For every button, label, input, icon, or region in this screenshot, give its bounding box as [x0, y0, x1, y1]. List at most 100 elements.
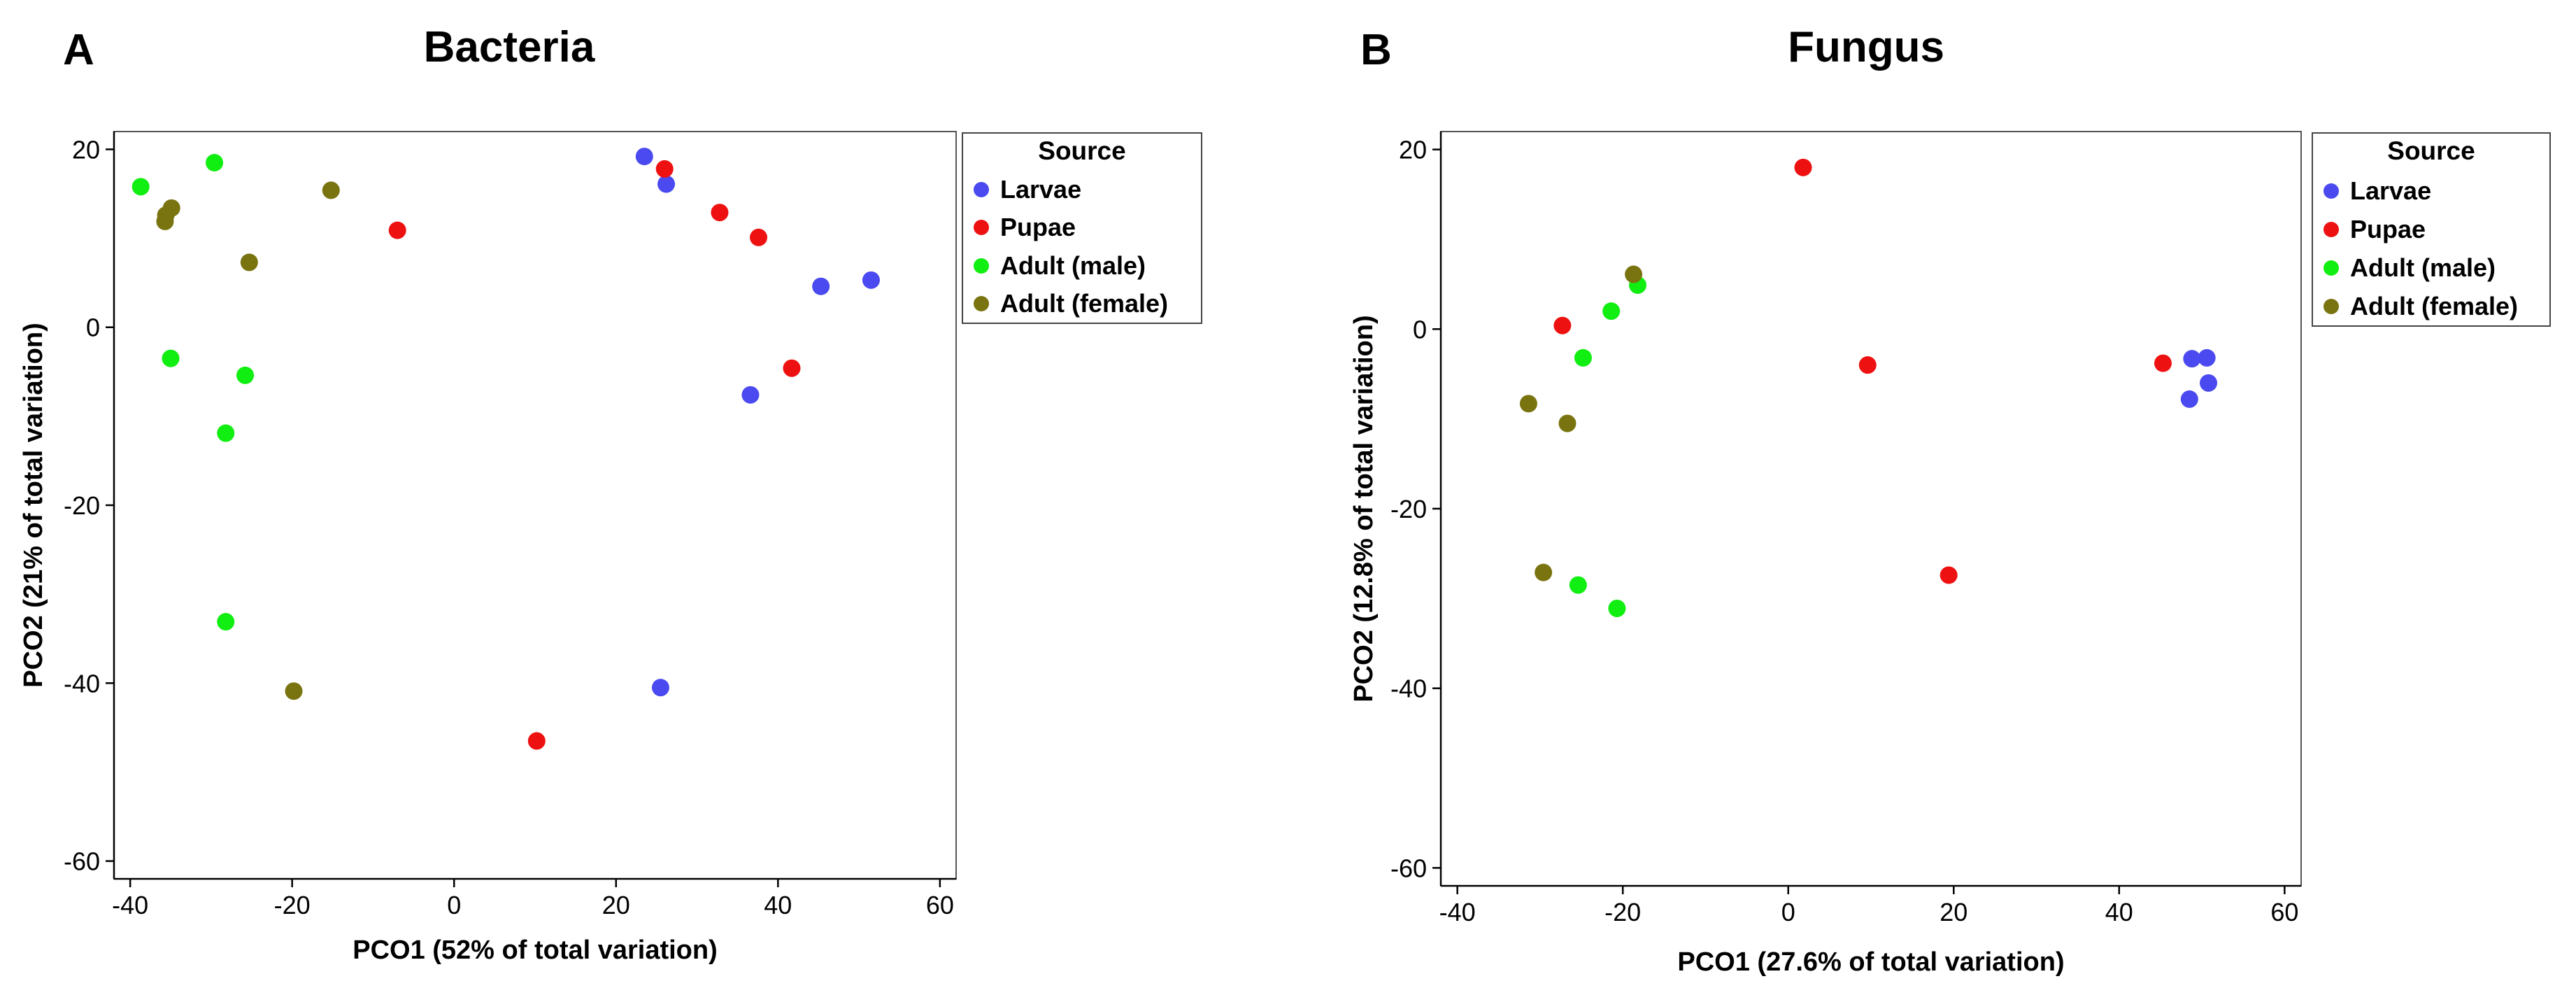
- point-adult-male: [206, 154, 224, 171]
- point-adult-male: [1574, 348, 1592, 367]
- point-larvae: [812, 277, 830, 295]
- legend-entry-pupae: Pupae: [974, 213, 1076, 241]
- legend-box: [962, 132, 1202, 324]
- y-tick-label: 0: [86, 313, 100, 342]
- point-adult-male: [217, 424, 235, 442]
- point-pupae: [388, 221, 406, 239]
- legend-entry-adult-female: Adult (female): [2324, 292, 2518, 320]
- data-points: [1519, 158, 2218, 617]
- point-adult-male: [236, 366, 255, 384]
- panel-fungus: B Fungus -40 -20 0 20 40 60 20 0 -20 -40 -60 PCO1…: [1349, 23, 2551, 977]
- point-larvae: [2200, 374, 2218, 392]
- x-tick-label: 40: [2105, 898, 2133, 926]
- point-larvae: [2180, 390, 2198, 408]
- legend-label-larvae: Larvae: [2350, 176, 2431, 205]
- point-adult-male: [1602, 302, 1621, 320]
- legend: Source Larvae Pupae Adult (male) Adult (…: [2312, 132, 2551, 327]
- plot-frame: [1440, 131, 2302, 887]
- legend-entry-adult-male: Adult (male): [2324, 253, 2496, 282]
- chart-title: Bacteria: [424, 23, 595, 71]
- point-adult-female: [162, 199, 180, 217]
- legend-label-pupae: Pupae: [2350, 215, 2426, 244]
- x-tick-label: 20: [602, 891, 630, 919]
- y-tick-label: -40: [1390, 675, 1427, 703]
- panel-bacteria: A Bacteria -40 -20 0 20 40 60 20 0 -20 -40 -60 PC…: [19, 23, 1202, 965]
- point-adult-male: [131, 178, 150, 196]
- x-tick-label: -20: [274, 891, 311, 919]
- plot-frame: [113, 131, 957, 880]
- point-adult-female: [240, 253, 258, 271]
- legend-label-adult-female: Adult (female): [1000, 289, 1168, 318]
- legend-label-adult-male: Adult (male): [2350, 253, 2496, 282]
- legend-marker-larvae: [2324, 183, 2339, 199]
- legend-entry-adult-male: Adult (male): [974, 251, 1146, 280]
- x-tick-label: 60: [926, 891, 954, 919]
- x-ticks: -40 -20 0 20 40 60: [112, 879, 954, 919]
- y-axis-label: PCO2 (12.8% of total variation): [1349, 315, 1379, 702]
- point-larvae: [2198, 348, 2216, 367]
- x-tick-label: -40: [112, 891, 148, 919]
- legend-marker-adult-male: [974, 258, 989, 274]
- x-tick-label: 0: [447, 891, 461, 919]
- y-tick-label: -60: [64, 847, 100, 876]
- point-adult-female: [1535, 563, 1553, 581]
- x-tick-label: 20: [1940, 898, 1967, 926]
- point-larvae: [862, 271, 880, 289]
- point-adult-female: [1519, 395, 1537, 413]
- point-adult-female: [156, 212, 174, 230]
- legend-entry-larvae: Larvae: [974, 175, 1081, 204]
- x-tick-label: -20: [1604, 898, 1641, 926]
- point-pupae: [1794, 158, 1812, 176]
- point-adult-male: [1569, 576, 1587, 594]
- legend-marker-pupae: [974, 220, 989, 235]
- point-adult-female: [1625, 265, 1643, 283]
- legend-marker-adult-male: [2324, 260, 2339, 276]
- point-larvae: [741, 386, 760, 404]
- y-tick-label: 0: [1413, 315, 1427, 344]
- point-pupae: [655, 160, 674, 178]
- point-adult-female: [1558, 414, 1577, 432]
- legend-label-adult-female: Adult (female): [2350, 292, 2518, 320]
- point-pupae: [711, 204, 729, 222]
- point-pupae: [527, 732, 546, 750]
- point-pupae: [2154, 354, 2172, 372]
- legend-marker-larvae: [974, 182, 989, 197]
- panel-label: A: [63, 26, 94, 74]
- legend-title: Source: [1038, 136, 1125, 165]
- data-points: [131, 148, 880, 750]
- point-adult-female: [322, 181, 340, 199]
- y-tick-label: 20: [1399, 136, 1427, 164]
- point-adult-male: [162, 349, 180, 367]
- legend: Source Larvae Pupae Adult (male) Adult (…: [962, 132, 1202, 324]
- legend-title: Source: [2387, 136, 2475, 165]
- x-ticks: -40 -20 0 20 40 60: [1439, 886, 2298, 926]
- legend-marker-adult-female: [2324, 299, 2339, 314]
- point-pupae: [1553, 316, 1572, 334]
- y-tick-label: -40: [64, 669, 100, 698]
- legend-marker-adult-female: [974, 296, 989, 311]
- y-tick-label: -20: [64, 491, 100, 520]
- y-tick-label: -60: [1390, 854, 1427, 882]
- chart-title: Fungus: [1788, 23, 1944, 71]
- panel-label: B: [1360, 26, 1392, 74]
- point-pupae: [783, 359, 801, 377]
- legend-label-pupae: Pupae: [1000, 213, 1076, 241]
- point-pupae: [750, 228, 768, 246]
- legend-label-adult-male: Adult (male): [1000, 251, 1146, 280]
- legend-entry-pupae: Pupae: [2324, 215, 2426, 244]
- point-larvae: [651, 679, 669, 697]
- y-tick-label: -20: [1390, 495, 1427, 523]
- x-tick-label: -40: [1439, 898, 1476, 926]
- point-adult-female: [285, 682, 303, 700]
- legend-box: [2312, 132, 2551, 327]
- legend-label-larvae: Larvae: [1000, 175, 1081, 204]
- y-ticks: 20 0 -20 -40 -60: [1390, 136, 1441, 882]
- legend-entry-larvae: Larvae: [2324, 176, 2431, 205]
- legend-entry-adult-female: Adult (female): [974, 289, 1168, 318]
- point-larvae: [2183, 350, 2201, 368]
- point-larvae: [657, 175, 676, 193]
- x-axis-label: PCO1 (27.6% of total variation): [1677, 947, 2064, 977]
- point-pupae: [1940, 566, 1958, 584]
- x-axis-label: PCO1 (52% of total variation): [353, 936, 718, 965]
